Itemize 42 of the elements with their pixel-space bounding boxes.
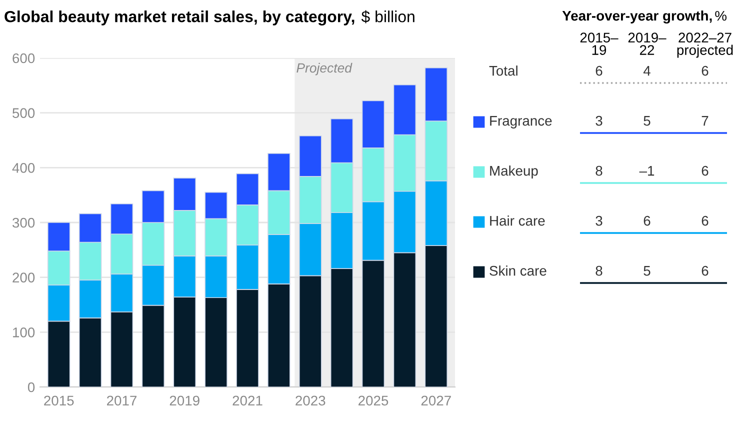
text: 5	[644, 116, 650, 126]
chart-subtitle: $ billion	[361, 10, 414, 24]
x-tick-label: 2025	[358, 396, 388, 406]
y-tick-label: 600	[12, 53, 35, 64]
text: 4	[643, 66, 650, 76]
y-tick-label: 0	[28, 382, 35, 392]
category-label: 2015– 19	[580, 32, 618, 55]
x-tick-label: 2023	[296, 396, 326, 406]
legend-label: Hair care	[490, 216, 545, 226]
text: 8	[596, 266, 602, 276]
x-tick-label: 2019	[170, 396, 200, 406]
band-label: Projected	[296, 62, 352, 76]
text: 6	[702, 266, 708, 276]
text: 5	[644, 266, 650, 276]
text: %	[715, 10, 727, 21]
x-tick-label: 2015	[44, 396, 74, 406]
x-tick-label: 2027	[421, 396, 451, 406]
text: Year-over-year growth,	[562, 10, 712, 24]
legend-label: Makeup	[490, 166, 538, 178]
category-label: 2022–27 projected	[677, 32, 733, 58]
y-tick-label: 200	[12, 272, 35, 283]
y-tick-label: 100	[13, 328, 35, 338]
text: 6	[702, 166, 708, 176]
text: 6	[702, 216, 708, 226]
text: 7	[702, 116, 708, 126]
legend-label: Fragrance	[490, 116, 552, 128]
text: 6	[702, 66, 708, 76]
text: –1	[639, 166, 654, 176]
text: 3	[596, 116, 602, 126]
y-tick-label: 300	[12, 218, 35, 228]
text: 6	[596, 66, 602, 76]
y-tick-label: 500	[12, 108, 35, 118]
legend-label: Skin care	[490, 266, 546, 276]
x-tick-label: 2017	[106, 396, 136, 406]
category-label: Total	[489, 66, 518, 76]
text: 6	[644, 216, 650, 226]
x-tick-label: 2021	[232, 396, 262, 406]
chart-title: Global beauty market retail sales, by category,	[4, 10, 354, 26]
category-label: 2019– 22	[628, 32, 666, 55]
text: 3	[596, 216, 602, 226]
y-tick-label: 400	[12, 163, 35, 173]
text: 8	[596, 166, 602, 176]
